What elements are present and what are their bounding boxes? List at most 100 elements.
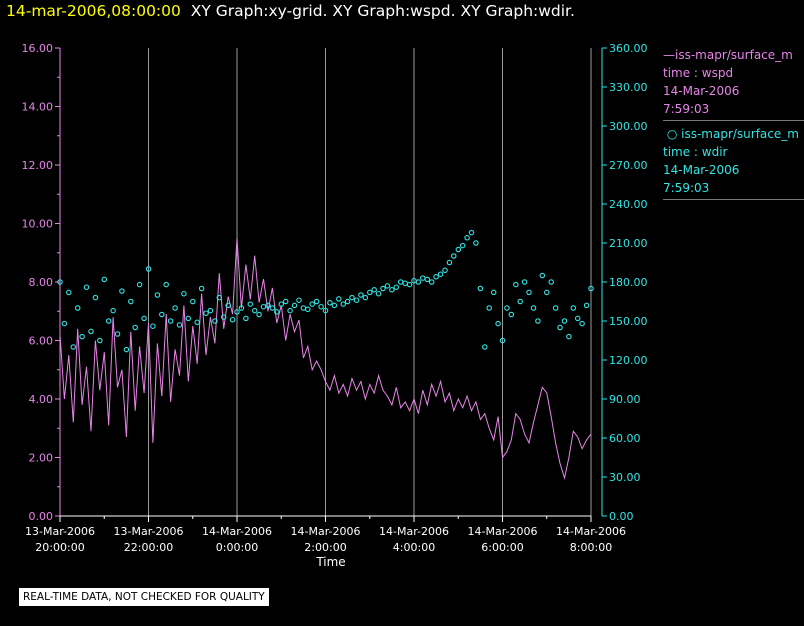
title-date: 14-mar-2006,08:00:00	[6, 2, 181, 20]
wdir-point-88	[446, 259, 453, 266]
wdir-point-37	[220, 314, 227, 320]
wdir-point-38	[225, 302, 231, 309]
wdir-point-69	[362, 294, 369, 301]
wdir-point-111	[548, 279, 554, 285]
series-wspd	[59, 238, 592, 480]
wdir-point-51	[282, 298, 289, 305]
legend-wspd-date: 14-Mar-2006	[663, 84, 740, 98]
wdir-point-95	[477, 285, 484, 292]
wdir-point-15	[123, 346, 130, 353]
left-tick-label-7: 14.00	[22, 101, 54, 114]
wdir-point-61	[327, 300, 333, 306]
wdir-point-0	[57, 279, 63, 285]
wdir-point-52	[287, 307, 293, 314]
legend-wspd-name: —iss-mapr/surface_m	[663, 48, 793, 62]
wdir-point-26	[172, 305, 178, 311]
wdir-point-50	[278, 301, 285, 307]
wdir-point-78	[402, 280, 408, 287]
x-tick-label-time-3: 2:00:00	[304, 541, 346, 554]
wdir-point-116	[570, 305, 577, 311]
wdir-point-3	[70, 344, 77, 350]
right-tick-label-0: 0.00	[609, 510, 634, 523]
wdir-point-70	[367, 289, 373, 296]
wdir-point-118	[579, 320, 585, 327]
wdir-point-59	[318, 303, 324, 310]
wdir-point-81	[415, 279, 422, 285]
legend-wspd: —iss-mapr/surface_m time : wspd 14-Mar-2…	[663, 46, 804, 121]
wdir-point-90	[455, 246, 462, 253]
legend-wdir: ○ iss-mapr/surface_m time : wdir 14-Mar-…	[663, 125, 804, 200]
wdir-point-1	[61, 320, 68, 327]
wdir-point-8	[92, 294, 99, 301]
x-axis-label: Time	[315, 555, 345, 569]
wdir-point-45	[256, 311, 262, 318]
wdir-point-83	[424, 276, 431, 283]
wdir-point-113	[557, 324, 563, 331]
wdir-point-109	[539, 272, 546, 279]
left-tick-label-4: 8.00	[29, 276, 54, 289]
wdir-point-30	[190, 298, 196, 305]
right-tick-label-5: 150.00	[609, 315, 648, 328]
wdir-point-68	[358, 292, 364, 298]
wdir-point-7	[88, 328, 94, 335]
wdir-point-98	[490, 289, 497, 296]
legend-wdir-name: ○ iss-mapr/surface_m	[663, 127, 799, 141]
wdir-point-76	[393, 284, 400, 290]
wdir-point-27	[176, 322, 183, 328]
wdir-point-56	[305, 306, 311, 313]
legend-wspd-variable: time : wspd	[663, 66, 734, 80]
wdir-point-64	[340, 301, 346, 307]
wdir-point-33	[203, 310, 209, 316]
wdir-point-105	[521, 279, 528, 285]
wdir-point-57	[309, 301, 315, 307]
right-tick-label-6: 180.00	[609, 276, 648, 289]
wdir-point-14	[119, 288, 125, 294]
left-axis-wspd: 0.00 2.00 4.00 6.00 8.00 10.00 12.00 14.00 16.00	[22, 42, 61, 523]
wdir-point-46	[260, 303, 267, 310]
wdir-point-32	[198, 285, 205, 292]
wdir-point-43	[247, 301, 254, 307]
x-tick-label-date-0: 13-Mar-2006	[25, 525, 95, 538]
left-tick-label-2: 4.00	[29, 393, 54, 406]
wdir-point-17	[132, 324, 138, 331]
wdir-point-82	[420, 275, 426, 281]
legend-wspd-time: 7:59:03	[663, 102, 710, 116]
wdir-point-97	[486, 305, 492, 311]
plot-title: 14-mar-2006,08:00:00 XY Graph:xy-grid. X…	[6, 2, 575, 20]
x-tick-label-time-4: 4:00:00	[393, 541, 435, 554]
right-tick-label-1: 30.00	[609, 471, 641, 484]
wdir-point-58	[313, 298, 320, 305]
wdir-point-48	[269, 305, 276, 311]
wdir-point-12	[110, 307, 116, 314]
wdir-point-96	[482, 344, 488, 350]
wdir-point-85	[433, 274, 439, 280]
series-wdir	[57, 229, 594, 353]
right-tick-label-9: 270.00	[609, 159, 648, 172]
right-tick-label-2: 60.00	[609, 432, 641, 445]
wdir-point-16	[128, 298, 134, 305]
wdir-point-13	[114, 331, 121, 337]
x-tick-label-time-6: 8:00:00	[570, 541, 612, 554]
wdir-point-63	[336, 296, 342, 302]
wdir-point-110	[544, 289, 550, 296]
wdir-point-28	[181, 290, 187, 297]
right-tick-label-12: 360.00	[609, 42, 648, 55]
wdir-point-89	[451, 253, 457, 259]
wdir-point-36	[216, 294, 223, 301]
x-tick-label-time-0: 20:00:00	[35, 541, 84, 554]
wdir-point-114	[561, 318, 568, 324]
right-tick-label-3: 90.00	[609, 393, 641, 406]
wdir-point-41	[238, 305, 245, 311]
wdir-point-65	[344, 298, 351, 305]
wdir-point-102	[508, 311, 515, 318]
wdir-point-49	[274, 309, 280, 315]
wdir-point-2	[66, 289, 72, 296]
wdir-point-77	[397, 279, 404, 285]
x-tick-label-date-3: 14-Mar-2006	[291, 525, 361, 538]
wdir-point-120	[588, 285, 594, 292]
wdir-point-25	[167, 318, 174, 324]
wdir-point-5	[79, 333, 85, 340]
wdir-point-47	[265, 302, 271, 309]
wdir-point-24	[163, 281, 169, 288]
legend-wdir-variable: time : wdir	[663, 145, 728, 159]
